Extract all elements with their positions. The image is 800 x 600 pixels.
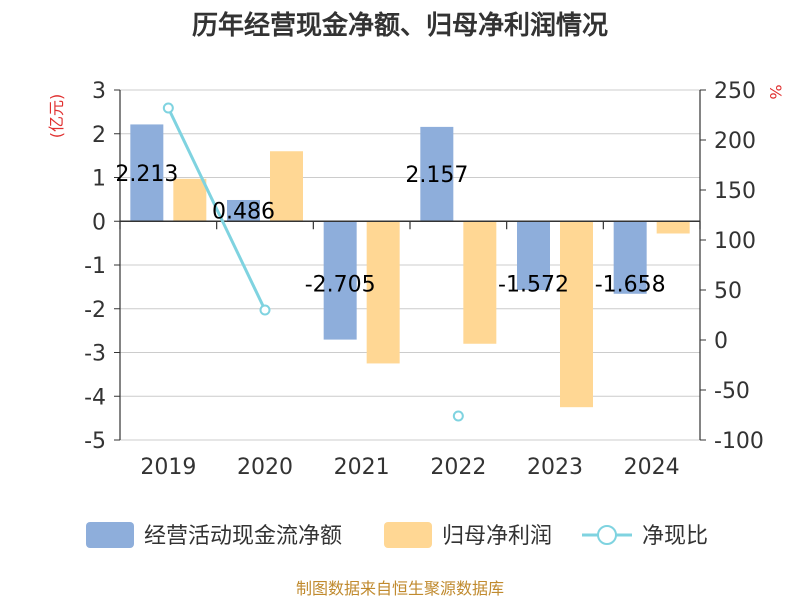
net-profit-bar	[463, 221, 497, 344]
right-tick-label: 150	[714, 179, 756, 204]
cashflow-value-label: 2.157	[405, 163, 468, 188]
cashflow-value-label: 2.213	[115, 162, 178, 187]
left-tick-label: -2	[84, 298, 106, 323]
cashflow-bar	[613, 221, 647, 294]
ratio-line	[162, 102, 464, 422]
cashflow-value-label: -2.705	[305, 272, 376, 297]
chart-title: 历年经营现金净额、归母净利润情况	[192, 10, 608, 41]
x-tick-label: 2019	[140, 455, 196, 480]
right-tick-label: 250	[714, 79, 756, 104]
cashflow-value-label: -1.658	[595, 272, 666, 297]
cashflow-bar	[517, 221, 550, 291]
ratio-point	[162, 102, 174, 114]
ratio-point	[259, 304, 271, 316]
left-tick-label: -5	[84, 429, 106, 454]
right-axis: 250 200 150 100 50 0 -50 -100	[700, 79, 764, 454]
left-axis-unit: (亿元)	[47, 94, 66, 139]
cashflow-bar	[420, 126, 454, 222]
net-profit-bar	[270, 151, 303, 222]
legend-label-ratio: 净现比	[642, 524, 708, 549]
left-axis: 3 2 1 0 -1 -2 -3 -4 -5	[84, 79, 120, 454]
right-tick-label: 100	[714, 229, 756, 254]
cashflow-value-label: -1.572	[498, 272, 569, 297]
cashflow-value-label: 0.486	[212, 200, 275, 225]
left-tick-label: 3	[92, 79, 106, 104]
left-tick-label: 0	[92, 210, 106, 235]
source-footer: 制图数据来自恒生聚源数据库	[296, 579, 504, 598]
ratio-point	[452, 410, 464, 422]
right-tick-label: 200	[714, 129, 756, 154]
cashflow-bar	[130, 124, 164, 222]
cashflow-bar	[227, 199, 260, 222]
bars	[130, 124, 690, 408]
left-tick-label: -3	[84, 342, 106, 367]
x-axis: 2019 2020 2021 2022 2023 2024	[119, 221, 701, 480]
legend[interactable]: 经营活动现金流净额 归母净利润 净现比	[86, 522, 708, 549]
legend-label-cashflow: 经营活动现金流净额	[144, 524, 342, 549]
legend-swatch-cashflow	[86, 522, 134, 548]
right-tick-label: -100	[714, 429, 764, 454]
data-labels: 2.213 0.486 -2.705 2.157 -1.572 -1.658	[115, 162, 665, 297]
legend-swatch-net-profit	[384, 522, 432, 548]
x-tick-label: 2023	[527, 455, 583, 480]
cashflow-bar	[323, 221, 357, 340]
legend-label-net-profit: 归母净利润	[442, 524, 552, 549]
x-tick-label: 2024	[624, 455, 680, 480]
left-tick-label: -4	[84, 385, 106, 410]
right-tick-label: 50	[714, 279, 742, 304]
net-profit-bar	[366, 221, 400, 364]
x-tick-label: 2021	[334, 455, 390, 480]
legend-marker-ratio	[597, 525, 617, 545]
net-profit-bar	[560, 221, 593, 408]
x-tick-label: 2022	[430, 455, 486, 480]
left-tick-label: 1	[92, 167, 106, 192]
grid	[120, 89, 700, 441]
x-tick-label: 2020	[237, 455, 293, 480]
left-tick-label: 2	[92, 123, 106, 148]
right-tick-label: -50	[714, 379, 750, 404]
right-tick-label: 0	[714, 329, 728, 354]
net-profit-bar	[173, 178, 207, 222]
left-tick-label: -1	[84, 254, 106, 279]
ratio-line-segment	[166, 107, 267, 311]
right-axis-unit: %	[766, 84, 785, 99]
net-profit-bar	[656, 221, 690, 234]
